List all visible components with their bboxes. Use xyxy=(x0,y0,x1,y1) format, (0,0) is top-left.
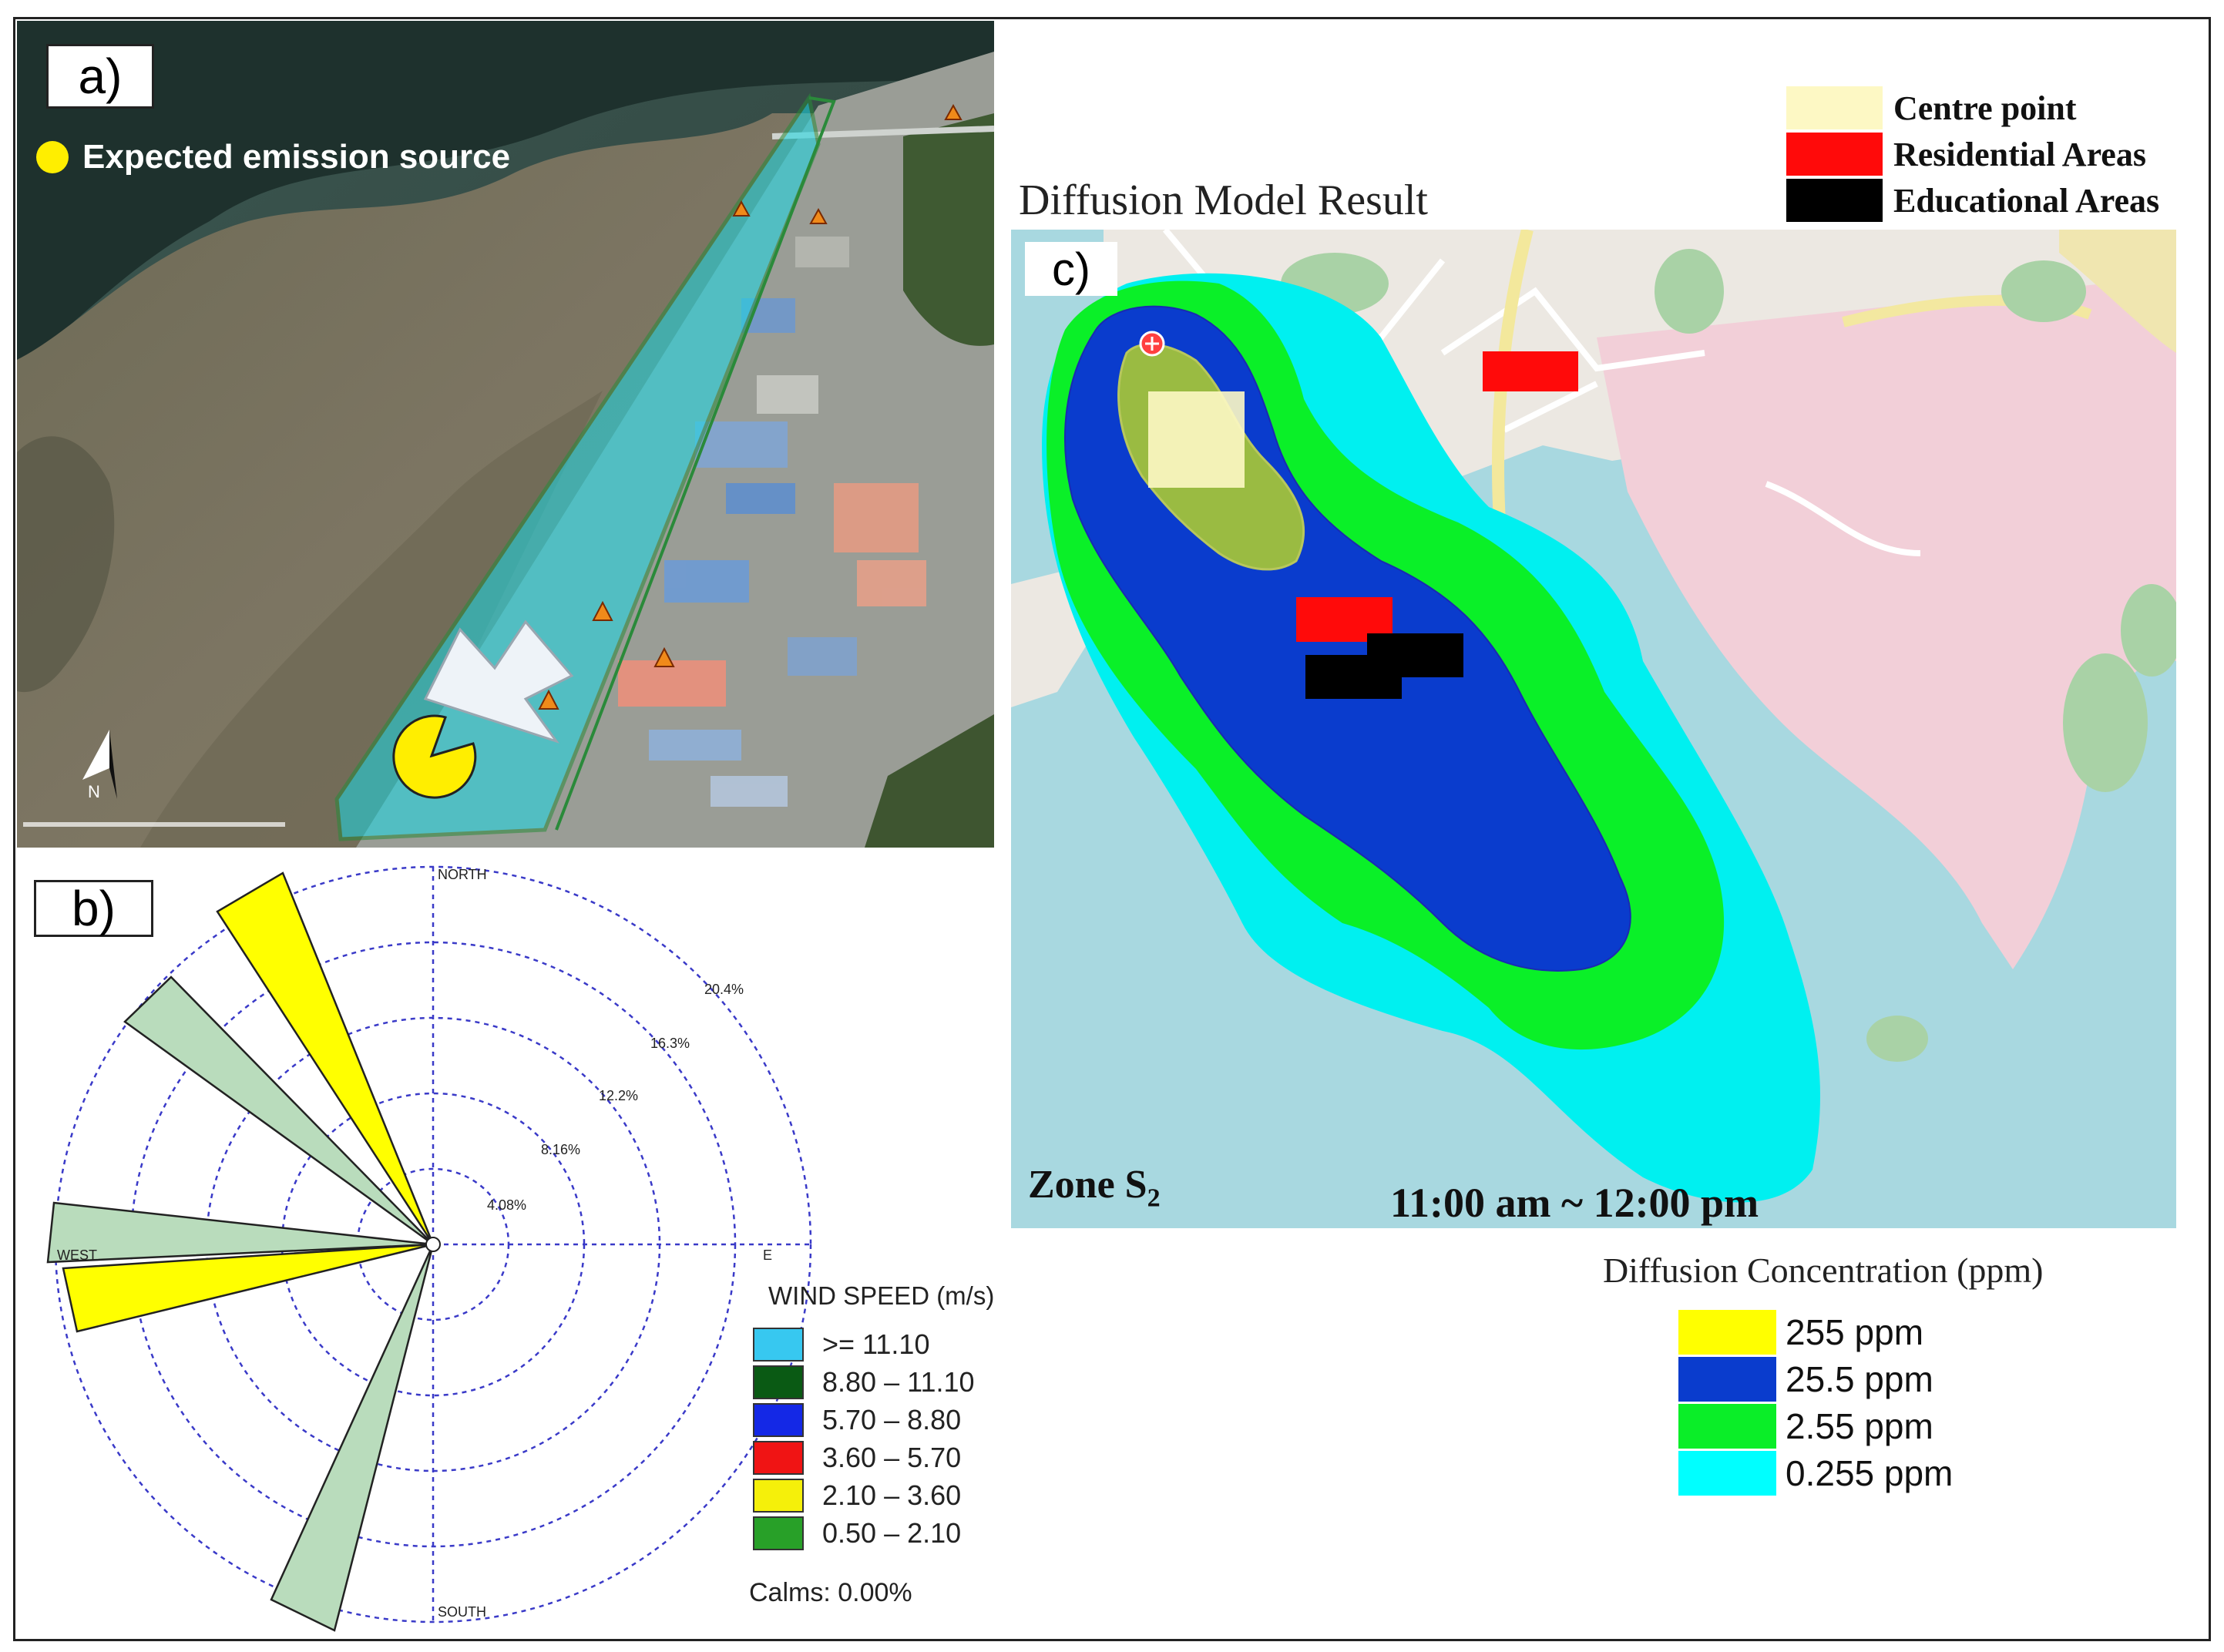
direction-south: SOUTH xyxy=(438,1604,486,1620)
ring-label: 12.2% xyxy=(599,1088,638,1103)
wind-direction-arrow xyxy=(423,620,574,744)
wind-speed-swatch xyxy=(753,1365,804,1399)
concentration-legend-title: Diffusion Concentration (ppm) xyxy=(1603,1251,2044,1290)
wind-speed-swatch xyxy=(753,1516,804,1550)
wind-speed-label: 2.10 – 3.60 xyxy=(822,1479,962,1511)
diffusion-title: Diffusion Model Result xyxy=(1019,176,1428,224)
wind-speed-legend-item: 8.80 – 11.10 xyxy=(753,1365,975,1399)
concentration-swatch xyxy=(1678,1404,1776,1449)
wind-speed-legend-title: WIND SPEED (m/s) xyxy=(768,1281,995,1310)
petal-nnw xyxy=(216,871,435,1245)
area-legend-label: Educational Areas xyxy=(1893,181,2160,220)
wind-speed-legend-item: 3.60 – 5.70 xyxy=(753,1441,961,1475)
petal-w xyxy=(46,1201,434,1264)
area-legend-swatch xyxy=(1786,133,1883,176)
emission-dot-icon xyxy=(36,141,69,173)
petal-ssw xyxy=(270,1244,435,1632)
satellite-map: N xyxy=(17,21,994,848)
panel-a-label: a) xyxy=(46,44,154,109)
wind-speed-label: 8.80 – 11.10 xyxy=(822,1366,975,1398)
wind-speed-legend-item: 2.10 – 3.60 xyxy=(753,1479,961,1513)
wind-speed-legend-item: >= 11.10 xyxy=(753,1328,929,1362)
area-legend-item: Centre point xyxy=(1786,86,2077,129)
area-legend-swatch xyxy=(1786,86,1883,129)
wind-rose-petals xyxy=(46,871,435,1632)
concentration-label: 255 ppm xyxy=(1786,1312,1924,1352)
wind-speed-legend-item: 0.50 – 2.10 xyxy=(753,1516,961,1550)
figure-frame xyxy=(13,17,2211,1641)
petal-wsw xyxy=(62,1243,434,1333)
concentration-swatch xyxy=(1678,1310,1776,1355)
wind-speed-label: 5.70 – 8.80 xyxy=(822,1404,962,1435)
concentration-legend-item: 255 ppm xyxy=(1678,1310,1923,1355)
area-legend-label: Residential Areas xyxy=(1893,135,2146,173)
concentration-label: 25.5 ppm xyxy=(1786,1359,1933,1399)
wind-speed-label: 0.50 – 2.10 xyxy=(822,1517,962,1549)
calms-text: Calms: 0.00% xyxy=(749,1578,912,1607)
concentration-swatch xyxy=(1678,1357,1776,1402)
svg-text:N: N xyxy=(88,782,100,801)
concentration-label: 0.255 ppm xyxy=(1786,1453,1954,1493)
source-marker-icon xyxy=(1139,331,1165,357)
concentration-legend-item: 0.255 ppm xyxy=(1678,1451,1953,1496)
time-label: 11:00 am ~ 12:00 pm xyxy=(1390,1180,1759,1226)
zone-label-text: Zone S xyxy=(1028,1163,1147,1207)
ring-label: 8.16% xyxy=(541,1142,580,1157)
ring-label: 20.4% xyxy=(704,982,744,997)
wind-speed-swatch xyxy=(753,1403,804,1437)
wind-speed-swatch xyxy=(753,1328,804,1362)
wind-speed-legend-item: 5.70 – 8.80 xyxy=(753,1403,961,1437)
emission-legend-text: Expected emission source xyxy=(82,138,511,176)
direction-east: E xyxy=(763,1247,772,1263)
zone-label: Zone S2 xyxy=(1028,1162,1161,1213)
centre-point xyxy=(1148,391,1245,488)
area-legend-item: Residential Areas xyxy=(1786,133,2146,176)
panel-b-label: b) xyxy=(34,880,153,937)
wind-speed-swatch xyxy=(753,1479,804,1513)
concentration-legend-item: 25.5 ppm xyxy=(1678,1357,1933,1402)
wind-rose-chart: 4.08% 8.16% 12.2% 16.3% 20.4% NORTH SOUT… xyxy=(46,865,812,1632)
wind-rose-panel: 4.08% 8.16% 12.2% 16.3% 20.4% NORTH SOUT… xyxy=(17,854,996,1640)
area-legend-label: Centre point xyxy=(1893,89,2077,127)
area-legend-item: Educational Areas xyxy=(1786,179,2159,222)
wind-speed-label: >= 11.10 xyxy=(822,1328,930,1360)
emission-legend: Expected emission source xyxy=(36,138,510,176)
wind-speed-swatch xyxy=(753,1441,804,1475)
ring-label: 4.08% xyxy=(487,1197,526,1213)
concentration-swatch xyxy=(1678,1451,1776,1496)
zone-label-subscript: 2 xyxy=(1147,1184,1161,1213)
wind-speed-label: 3.60 – 5.70 xyxy=(822,1442,962,1473)
area-legend-swatch xyxy=(1786,179,1883,222)
diffusion-map xyxy=(1011,230,2176,1228)
concentration-legend-item: 2.55 ppm xyxy=(1678,1404,1933,1449)
residential-area xyxy=(1483,351,1578,391)
north-arrow-icon: N xyxy=(82,730,117,801)
educational-area xyxy=(1305,655,1402,699)
ring-label: 16.3% xyxy=(650,1036,690,1051)
petal-nw xyxy=(123,975,434,1246)
direction-west: WEST xyxy=(57,1247,97,1263)
panel-c-label: c) xyxy=(1025,242,1117,296)
emission-source-marker xyxy=(392,714,477,799)
direction-north: NORTH xyxy=(438,867,487,882)
concentration-label: 2.55 ppm xyxy=(1786,1406,1933,1446)
diffusion-map-panel: c) Zone S2 11:00 am ~ 12:00 pm xyxy=(1011,230,2176,1228)
satellite-map-panel: N a) Expected emission source xyxy=(17,21,994,848)
